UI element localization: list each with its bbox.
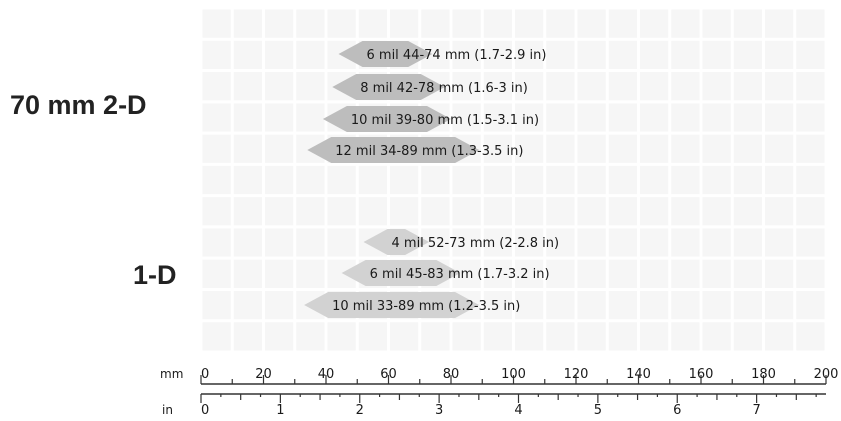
range-bar-label: 8 mil 42-78 mm (1.6-3 in) [360,81,528,96]
inch-tick-label: 1 [276,403,284,418]
mm-tick-label: 0 [201,367,209,382]
mm-tick-label: 120 [564,367,589,382]
mm-axis-unit: mm [160,367,183,381]
background-grid [199,6,828,354]
range-bar-2d-8-mil: 8 mil 42-78 mm (1.6-3 in) [332,74,528,100]
range-bar-label: 6 mil 44-74 mm (1.7-2.9 in) [367,48,547,63]
range-bar-2d-10-mil: 10 mil 39-80 mm (1.5-3.1 in) [322,106,539,132]
range-bar-label: 6 mil 45-83 mm (1.7-3.2 in) [370,267,550,282]
range-bar-1d-6-mil: 6 mil 45-83 mm (1.7-3.2 in) [341,260,550,286]
range-bar-1d-4-mil: 4 mil 52-73 mm (2-2.8 in) [363,229,560,255]
inch-axis: in 0 1 2 3 4 5 6 7 [162,393,826,418]
mm-tick-label: 20 [255,367,272,382]
range-arrow [304,292,480,318]
inch-tick-label: 6 [673,403,681,418]
section-label-1d: 1-D [133,260,177,290]
range-bar-label: 12 mil 34-89 mm (1.3-3.5 in) [335,144,523,159]
range-bar-1d-10-mil: 10 mil 33-89 mm (1.2-3.5 in) [304,292,520,318]
range-bar-2d-12-mil: 12 mil 34-89 mm (1.3-3.5 in) [307,137,523,163]
range-bar-label: 10 mil 39-80 mm (1.5-3.1 in) [351,113,539,128]
range-bar-label: 10 mil 33-89 mm (1.2-3.5 in) [332,299,520,314]
range-arrow [363,229,430,255]
range-bar-2d-6-mil: 6 mil 44-74 mm (1.7-2.9 in) [338,41,547,67]
mm-tick-label: 80 [443,367,460,382]
mm-tick-label: 40 [318,367,335,382]
range-arrow [338,41,433,67]
inch-tick-label: 0 [201,403,209,418]
inch-tick-label: 5 [594,403,602,418]
range-arrow [341,260,461,286]
mm-tick-label: 180 [751,367,776,382]
range-bar-label: 4 mil 52-73 mm (2-2.8 in) [392,236,560,251]
range-arrow [332,74,445,100]
inch-axis-unit: in [162,403,173,417]
range-arrow [307,137,480,163]
section-label-2d: 70 mm 2-D [10,90,147,120]
inch-tick-label: 3 [435,403,443,418]
inch-tick-label: 7 [752,403,760,418]
mm-tick-label: 140 [626,367,651,382]
mm-tick-label: 60 [380,367,397,382]
mm-axis: mm 0 20 40 60 80 100 120 140 160 180 200 [160,367,839,385]
mm-tick-label: 200 [814,367,839,382]
inch-tick-label: 2 [356,403,364,418]
mm-tick-label: 160 [689,367,714,382]
range-bars: 6 mil 44-74 mm (1.7-2.9 in) 8 mil 42-78 m… [304,41,559,318]
inch-tick-label: 4 [514,403,522,418]
range-arrow [322,106,451,132]
mm-tick-label: 100 [501,367,526,382]
